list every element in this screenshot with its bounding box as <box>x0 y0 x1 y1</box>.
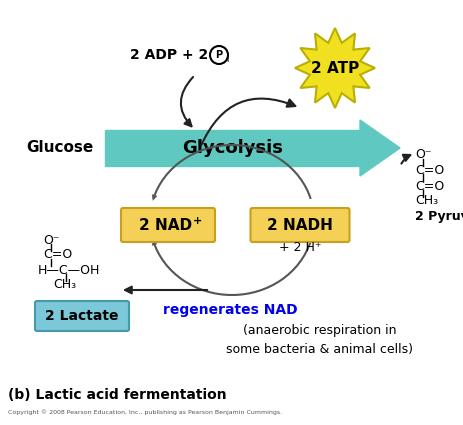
Polygon shape <box>359 120 399 176</box>
Text: regenerates NAD: regenerates NAD <box>163 303 297 317</box>
Text: O⁻: O⁻ <box>414 148 431 162</box>
Text: Glycolysis: Glycolysis <box>181 139 282 157</box>
Text: i: i <box>225 54 228 63</box>
Bar <box>105 130 359 166</box>
Circle shape <box>210 46 227 64</box>
Text: 2 NAD: 2 NAD <box>139 218 192 232</box>
Text: CH₃: CH₃ <box>53 278 76 292</box>
Text: O⁻: O⁻ <box>43 233 59 246</box>
FancyBboxPatch shape <box>35 301 129 331</box>
Text: H—C—OH: H—C—OH <box>38 264 100 277</box>
Text: Copyright © 2008 Pearson Education, Inc., publishing as Pearson Benjamin Cumming: Copyright © 2008 Pearson Education, Inc.… <box>8 409 282 415</box>
Text: + 2 H⁺: + 2 H⁺ <box>278 241 320 253</box>
FancyBboxPatch shape <box>250 208 349 242</box>
Text: (b) Lactic acid fermentation: (b) Lactic acid fermentation <box>8 388 226 402</box>
Text: P: P <box>215 50 222 60</box>
Text: 2 NADH: 2 NADH <box>267 218 332 232</box>
FancyBboxPatch shape <box>121 208 214 242</box>
Text: +: + <box>193 216 202 226</box>
Text: 2 ADP + 2: 2 ADP + 2 <box>130 48 213 62</box>
Text: CH₃: CH₃ <box>414 193 437 207</box>
Text: C=O: C=O <box>414 179 443 193</box>
Text: 2 ATP: 2 ATP <box>310 60 358 76</box>
Text: Glucose: Glucose <box>26 141 94 156</box>
Text: (anaerobic respiration in
some bacteria & animal cells): (anaerobic respiration in some bacteria … <box>226 324 413 356</box>
Text: 2 Lactate: 2 Lactate <box>45 309 119 323</box>
Text: C=O: C=O <box>43 249 72 261</box>
Text: 2 Pyruvate: 2 Pyruvate <box>414 210 463 223</box>
Text: C=O: C=O <box>414 164 443 176</box>
Polygon shape <box>294 28 374 108</box>
